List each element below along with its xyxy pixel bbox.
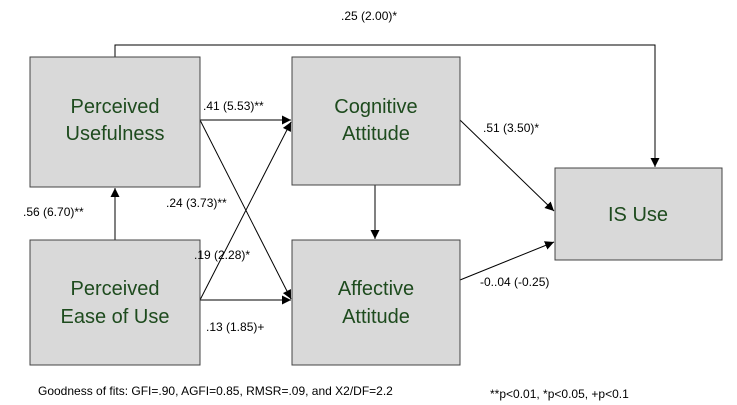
edge-label: .25 (2.00)* bbox=[341, 9, 397, 23]
edge-label: -0..04 (-0.25) bbox=[480, 275, 549, 289]
node-box bbox=[291, 56, 461, 186]
edge-label: .56 (6.70)** bbox=[23, 205, 84, 219]
edge-label: .41 (5.53)** bbox=[203, 99, 264, 113]
edge bbox=[459, 241, 555, 281]
edge bbox=[199, 121, 292, 301]
node-box bbox=[29, 56, 201, 188]
node-label: Perceived bbox=[71, 96, 160, 118]
node-box bbox=[29, 239, 201, 366]
node-label: Affective bbox=[338, 278, 414, 300]
edge-label: .13 (1.85)+ bbox=[206, 320, 264, 334]
footnote: **p<0.01, *p<0.05, +p<0.1 bbox=[490, 387, 629, 401]
node-label: Attitude bbox=[342, 306, 410, 328]
edge-label: .51 (3.50)* bbox=[483, 121, 539, 135]
node-label: Ease of Use bbox=[61, 306, 170, 328]
node-label: Cognitive bbox=[334, 96, 417, 118]
node-box bbox=[554, 167, 723, 261]
node: Perceived Usefulness bbox=[29, 56, 201, 188]
edge bbox=[459, 119, 555, 212]
edge-label: .19 (2.28)* bbox=[194, 248, 250, 262]
footnote: Goodness of fits: GFI=.90, AGFI=0.85, RM… bbox=[38, 384, 393, 398]
node: IS Use bbox=[554, 167, 723, 261]
edge bbox=[114, 44, 660, 167]
node-label: Perceived bbox=[71, 278, 160, 300]
node-box bbox=[291, 239, 461, 366]
node-label: Attitude bbox=[342, 123, 410, 145]
edge-label: .24 (3.73)** bbox=[166, 196, 227, 210]
node: Cognitive Attitude bbox=[291, 56, 461, 186]
node: Perceived Ease of Use bbox=[29, 239, 201, 366]
node: Affective Attitude bbox=[291, 239, 461, 366]
node-label: IS Use bbox=[608, 204, 668, 226]
edge bbox=[199, 119, 292, 300]
node-label: Usefulness bbox=[66, 123, 165, 145]
